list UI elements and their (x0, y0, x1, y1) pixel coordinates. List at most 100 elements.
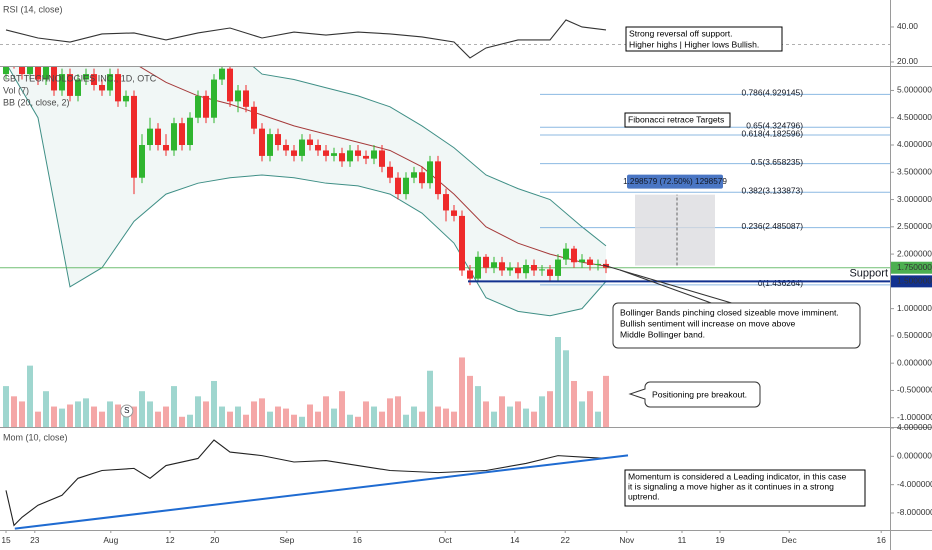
volume-bar (187, 414, 193, 427)
note-box (612, 302, 861, 349)
y-tick-label: 0.500000 (897, 330, 932, 340)
x-tick-label: 12 (165, 535, 175, 545)
x-tick-label: Dec (782, 535, 797, 545)
event-marker (120, 404, 134, 418)
candle-body (507, 267, 513, 271)
volume-bar (83, 398, 89, 427)
candle-body (579, 259, 585, 263)
candle-body (467, 270, 473, 279)
candle-body (251, 106, 257, 129)
volume-bar (555, 337, 561, 427)
candle-body (435, 161, 441, 195)
candle-body (227, 68, 233, 102)
volume-bar (99, 411, 105, 427)
volume-bar (587, 391, 593, 427)
volume-bar (107, 401, 113, 427)
indicator-line (5, 19, 607, 59)
volume-bar (459, 357, 465, 427)
overlay: 0.786(4.929145) 0.65(4.324796)0.618(4.182… (120, 88, 890, 418)
note-line: Positioning pre breakout. (652, 389, 747, 399)
volume-bar (307, 404, 313, 427)
candle-body (123, 95, 129, 102)
candle-body (555, 259, 561, 276)
volume-bar (491, 411, 497, 427)
candle-body (155, 128, 161, 145)
legend-title: RSI (14, close) (3, 4, 63, 14)
volume-bar (211, 380, 217, 427)
x-tick-label: 15 (1, 535, 11, 545)
candle-body (187, 117, 193, 145)
measure-box (635, 194, 715, 266)
candle-body (139, 145, 145, 178)
candle-body (403, 177, 409, 195)
candle-body (523, 265, 529, 274)
y-tick-label: 3.500000 (897, 166, 932, 176)
candle-body (531, 265, 537, 271)
candle-body (563, 248, 569, 260)
volume-bar (259, 398, 265, 427)
fib-label: 0.618(4.182596) (742, 128, 804, 138)
candle-body (427, 161, 433, 184)
note-line: it is signaling a move higher as it cont… (628, 481, 834, 491)
annotation-momentum: Momentum is considered a Leading indicat… (624, 469, 866, 507)
volume-bar (27, 365, 33, 427)
y-tick-label: 2.000000 (897, 248, 932, 258)
fib-label: 0(1.436264) (758, 278, 803, 288)
y-tick-label: 0.000000 (897, 451, 932, 461)
candle-body (107, 74, 113, 91)
support-label: Support (849, 267, 888, 279)
event-label: S (124, 406, 129, 415)
volume-bar (347, 414, 353, 427)
volume-bar (171, 386, 177, 427)
candle-body (27, 67, 33, 75)
volume-bar (355, 416, 361, 427)
y-tick-label: 4.500000 (897, 112, 932, 122)
volume-bar (3, 386, 9, 427)
y-tick-label: -4.000000 (897, 479, 932, 489)
candle-body (211, 79, 217, 118)
volume-bar (139, 391, 145, 427)
candle-body (443, 194, 449, 211)
candle-body (3, 67, 9, 75)
candle-body (499, 262, 505, 271)
candle-body (291, 150, 297, 156)
volume-bar (179, 416, 185, 427)
candle-body (219, 68, 225, 80)
candle-body (195, 95, 201, 118)
x-tick-label: 11 (678, 535, 687, 545)
volume-bar (299, 416, 305, 427)
candle-body (491, 262, 497, 268)
candle-body (595, 263, 601, 265)
note-line: Middle Bollinger band. (620, 329, 705, 339)
candle-body (43, 67, 49, 80)
candle-body (411, 172, 417, 178)
legend-title: GBT TECHNOLOGIES INC., 1D, OTC (3, 73, 157, 83)
volume-bar (411, 406, 417, 427)
candle-body (419, 172, 425, 184)
candle-body (307, 139, 313, 145)
candle-body (99, 85, 105, 91)
candle-body (363, 155, 369, 159)
volume-bar (67, 404, 73, 427)
y-tick-label: 40.00 (897, 21, 918, 31)
candle-body (587, 259, 593, 265)
volume-bar (523, 408, 529, 427)
y-tick-label: -1.000000 (897, 412, 932, 422)
fib-label: 0.5(3.658235) (751, 157, 803, 167)
y-tick-label: 1.000000 (897, 303, 932, 313)
x-tick-label: 14 (510, 535, 520, 545)
volume-bar (339, 391, 345, 427)
volume-bar (427, 370, 433, 427)
y-tick-label: 2.500000 (897, 221, 932, 231)
support-price-box (891, 275, 932, 288)
candle-body (83, 74, 89, 80)
volume-bar (467, 375, 473, 427)
measure-label-box (627, 174, 723, 189)
volume-bar (43, 391, 49, 427)
volume-bar (131, 406, 137, 427)
volume-bar (123, 408, 129, 427)
volume-bar (371, 406, 377, 427)
volume-bar (571, 380, 577, 427)
